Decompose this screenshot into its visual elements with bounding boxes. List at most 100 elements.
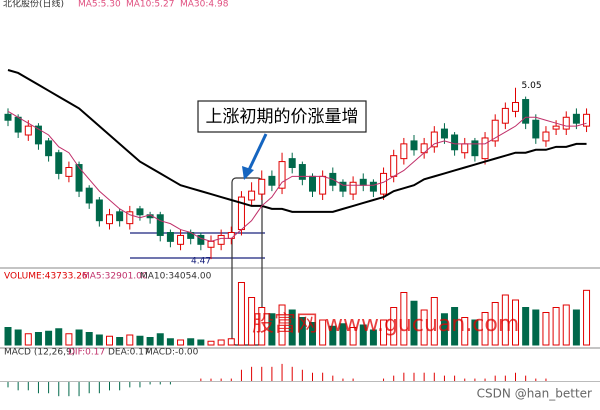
volume-bar [461,317,469,346]
volume-bar [583,289,591,346]
candle-body [75,164,83,192]
volume-bar [471,319,479,346]
volume-bar [146,337,154,346]
candle-body [339,181,347,192]
highlight-box [231,177,263,346]
volume-bar [430,297,438,346]
volume-bar [512,299,519,346]
candle-body [552,125,560,130]
candle-body [298,164,306,180]
macd-dif: DIF:0.17 [68,348,105,358]
candle-body [34,125,42,145]
stock-title: 北化股份(日线) [3,0,64,10]
volume-bar [329,325,337,346]
candle-body [136,208,144,216]
volume-bar [126,334,134,346]
candle-body [542,131,550,142]
volume-bar [390,307,398,346]
volume-bar [116,337,124,346]
candle-body [177,234,185,245]
low-label: 4.47 [191,257,211,267]
volume-bar [237,282,245,346]
volume-bar [65,333,73,346]
volume-bar [227,338,235,346]
volume-bar [410,300,418,346]
volume-bar [24,333,32,346]
candle-body [309,175,316,192]
candle-body [440,128,448,139]
candle-body [278,161,286,189]
candle-body [24,125,32,136]
candle-body [166,232,174,242]
candle-body [65,167,73,177]
candle-body [451,134,459,151]
candle-body [207,240,215,248]
candle-body [380,172,388,195]
candle-body [258,178,266,195]
candle-body [532,119,540,139]
ma-label: MA5:5.30 [78,0,121,10]
callout-box [197,100,367,133]
candle-body [4,113,12,121]
candle-body [410,140,418,151]
volume-bar [258,307,266,346]
candle-body [491,119,499,142]
volume-bar [349,327,357,346]
volume-bar [481,312,489,346]
arrow [246,133,268,173]
moving-average [7,69,587,213]
volume-bar [572,309,580,346]
volume-label: VOLUME:43733.26 [4,272,88,282]
volume-bar [136,335,144,346]
candle-body [430,131,438,148]
candle-body [45,140,53,157]
volume-ma-label: MA10:34054.00 [140,272,212,282]
callout-text: 上涨初期的价涨量增 [206,107,359,127]
candle-body [461,143,469,154]
macd-dea: DEA:0.17 [108,348,150,358]
volume-bar [532,309,540,346]
candle-body [512,102,519,112]
volume-bar [55,328,63,346]
volume-bar [166,338,174,346]
candle-body [288,158,296,169]
volume-bar [4,327,12,346]
volume-bar [552,307,560,346]
candle-body [471,140,479,157]
candle-body [248,190,256,201]
watermark: 股富网 www.gucuan.com [252,312,519,337]
volume-bar [177,339,185,346]
candle-body [197,234,205,245]
volume-bar [197,339,205,346]
volume-bar [106,335,113,346]
volume-bar [400,292,408,346]
arrow-head [242,166,254,180]
volume-bar [339,323,347,346]
volume-bar [14,329,22,346]
candle-body [501,107,509,124]
candle-body [583,113,591,127]
candle-body [217,234,225,245]
volume-bar [217,339,225,346]
volume-bar [420,309,428,346]
volume-bar [309,322,316,346]
candle-body [562,116,570,130]
volume-bar [380,319,388,346]
candle-body [106,214,113,225]
candle-body [227,232,235,239]
volume-bar [288,309,296,346]
high-label: 5.05 [522,81,542,91]
volume-bar [187,338,195,346]
volume-bar [268,313,276,346]
volume-bar [369,329,377,346]
volume-bar [45,330,53,346]
candle-body [400,143,408,160]
volume-bar [522,307,530,346]
volume-bar [298,317,306,346]
volume-ma-label: MA5:32901.00 [82,272,148,282]
candle-body [359,178,367,186]
volume-bar [359,324,367,346]
macd-value: MACD:-0.00 [145,348,199,358]
volume-bar [278,304,286,346]
